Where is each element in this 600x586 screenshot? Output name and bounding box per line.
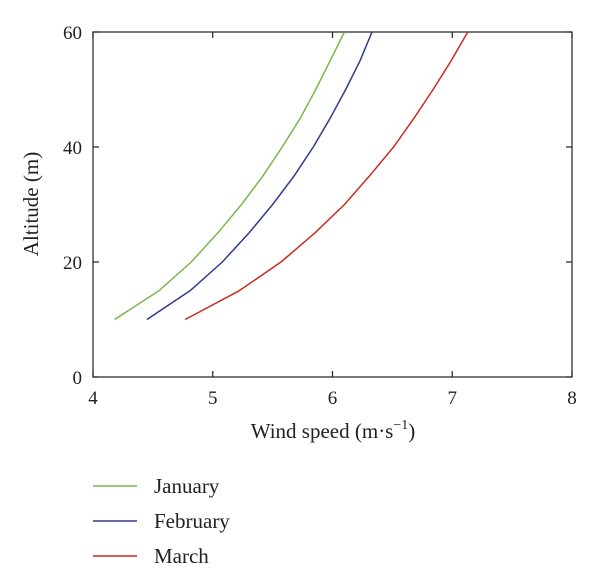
legend-label-february: February [154,509,230,533]
series-line-march [184,31,469,321]
x-tick-label: 7 [448,388,458,409]
legend: January February March [93,474,230,568]
x-tick-label: 6 [328,388,338,409]
series-line-january [114,31,346,321]
x-axis-label-close: ) [408,419,415,443]
x-tick-label: 5 [208,388,218,409]
series-lines [114,31,469,321]
y-tick-label: 20 [63,253,82,274]
legend-label-january: January [154,474,220,498]
x-tick-label: 8 [567,388,577,409]
x-axis-label: Wind speed (m·s−1) [251,418,416,443]
tick-labels: 4 5 6 7 8 0 20 40 60 [63,23,577,409]
x-axis-label-superscript: −1 [393,418,408,433]
legend-label-march: March [154,544,209,568]
y-tick-label: 40 [63,138,82,159]
y-tick-label: 60 [63,23,82,44]
series-line-february [146,31,373,321]
x-axis-label-main: Wind speed (m·s [251,419,394,443]
axis-ticks [92,31,573,378]
y-tick-label: 0 [73,368,83,389]
plot-frame [92,31,573,378]
x-tick-label: 4 [88,388,98,409]
y-axis-label: Altitude (m) [19,152,43,256]
